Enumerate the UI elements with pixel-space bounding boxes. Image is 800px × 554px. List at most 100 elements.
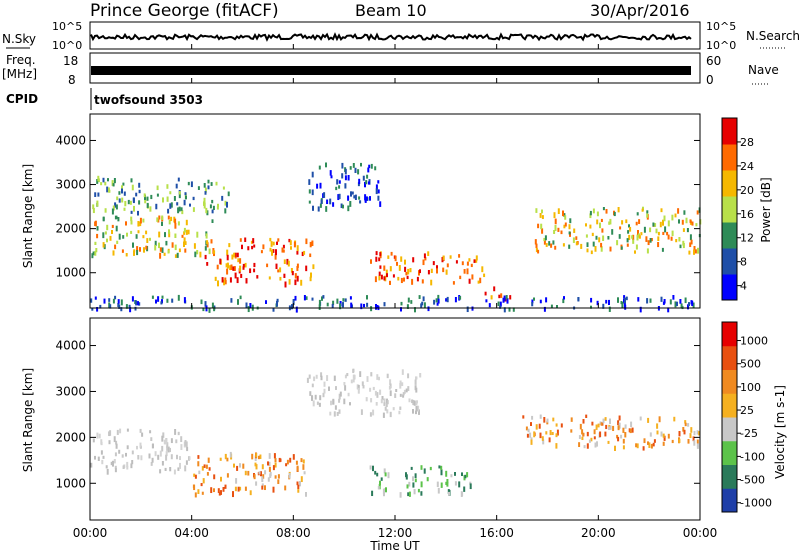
vel-echo-cell: [208, 467, 211, 471]
vel-echo-cell: [639, 416, 642, 421]
beam-title: Beam 10: [355, 1, 427, 20]
vel-echo-cell: [398, 410, 401, 415]
vel-colorbar-swatch: [722, 393, 737, 418]
vel-echo-cell: [333, 411, 336, 417]
vel-echo-cell: [100, 450, 103, 455]
power-echo-cell: [646, 248, 649, 254]
power-echo-cell: [112, 183, 115, 187]
power-echo-cell: [432, 261, 435, 266]
power-echo-cell: [322, 295, 325, 299]
power-echo-cell: [427, 306, 430, 312]
power-echo-cell: [379, 265, 382, 269]
vel-echo-cell: [312, 400, 315, 407]
vel-colorbar-swatch: [722, 488, 737, 513]
vel-echo-cell: [268, 461, 271, 467]
power-echo-cell: [121, 197, 124, 203]
power-echo-cell: [649, 298, 652, 303]
power-echo-cell: [171, 298, 174, 303]
vel-echo-cell: [414, 379, 417, 385]
vel-echo-cell: [440, 469, 443, 476]
vel-echo-cell: [593, 429, 596, 435]
power-echo-cell: [433, 299, 436, 305]
power-echo-cell: [102, 177, 105, 183]
power-echo-cell: [109, 304, 112, 309]
nsky-label: N.Sky: [2, 32, 36, 46]
power-echo-cell: [157, 296, 160, 302]
power-echo-cell: [509, 295, 512, 300]
vel-echo-cell: [261, 483, 264, 487]
power-echo-cell: [216, 206, 219, 210]
power-echo-cell: [416, 276, 419, 282]
power-echo-cell: [563, 296, 565, 300]
power-echo-cell: [390, 251, 393, 256]
power-echo-cell: [398, 265, 401, 271]
power-echo-cell: [296, 263, 299, 268]
power-echo-cell: [149, 206, 152, 212]
vel-echo-cell: [687, 423, 690, 427]
power-ytick-label: 1000: [55, 266, 86, 280]
power-echo-cell: [187, 229, 190, 235]
vel-echo-cell: [399, 406, 402, 410]
power-echo-cell: [471, 274, 474, 280]
power-echo-cell: [550, 243, 553, 248]
power-echo-cell: [312, 264, 315, 270]
power-echo-cell: [471, 306, 474, 311]
vel-echo-cell: [407, 373, 410, 379]
vel-echo-cell: [356, 384, 359, 390]
nave-tick-bottom: 0: [706, 73, 714, 87]
power-echo-cell: [249, 268, 252, 274]
power-echo-cell: [690, 300, 693, 305]
power-echo-cell: [505, 295, 508, 300]
power-echo-cell: [437, 298, 440, 304]
vel-echo-cell: [379, 480, 381, 486]
power-echo-cell: [118, 304, 121, 309]
vel-echo-cell: [438, 465, 441, 469]
power-echo-cell: [479, 277, 482, 284]
vel-echo-cell: [635, 443, 638, 448]
vel-echo-cell: [267, 461, 269, 466]
power-echo-cell: [244, 262, 247, 268]
power-echo-cell: [113, 178, 116, 184]
power-echo-cell: [589, 213, 592, 219]
vel-echo-cell: [362, 385, 365, 389]
vel-echo-cell: [90, 462, 93, 468]
power-echo-cell: [336, 298, 339, 304]
power-echo-cell: [553, 230, 556, 234]
vel-echo-cell: [579, 423, 582, 430]
vel-echo-cell: [570, 429, 573, 433]
power-echo-cell: [550, 304, 553, 309]
power-echo-cell: [275, 263, 278, 270]
power-echo-cell: [602, 303, 605, 309]
power-echo-cell: [326, 302, 329, 307]
power-ytick-label: 3000: [55, 178, 86, 192]
power-echo-cell: [336, 179, 339, 185]
vel-echo-cell: [546, 418, 549, 423]
power-echo-cell: [161, 215, 164, 221]
power-echo-cell: [436, 302, 439, 306]
vel-echo-cell: [384, 472, 387, 477]
power-echo-cell: [161, 247, 164, 253]
power-echo-cell: [131, 296, 134, 302]
vel-echo-cell: [582, 432, 585, 437]
power-echo-cell: [223, 279, 226, 286]
vel-echo-cell: [277, 474, 280, 479]
vel-echo-cell: [380, 399, 383, 404]
vel-echo-cell: [344, 385, 347, 391]
power-echo-cell: [142, 218, 145, 223]
power-colorbar-label: Power [dB]: [759, 177, 773, 242]
vel-echo-cell: [542, 439, 545, 445]
vel-echo-cell: [696, 443, 699, 449]
power-echo-cell: [136, 250, 139, 256]
power-echo-cell: [91, 253, 94, 259]
vel-colorbar-frame: [721, 321, 738, 513]
vel-echo-cell: [113, 436, 116, 443]
power-echo-cell: [249, 303, 252, 309]
vel-colorbar-tick-label: -500: [740, 474, 765, 487]
vel-echo-cell: [597, 423, 600, 428]
power-echo-cell: [99, 304, 102, 309]
vel-echo-cell: [344, 374, 347, 379]
power-echo-cell: [636, 212, 639, 216]
vel-echo-cell: [229, 451, 232, 458]
power-echo-cell: [177, 207, 180, 214]
power-echo-cell: [212, 205, 215, 211]
